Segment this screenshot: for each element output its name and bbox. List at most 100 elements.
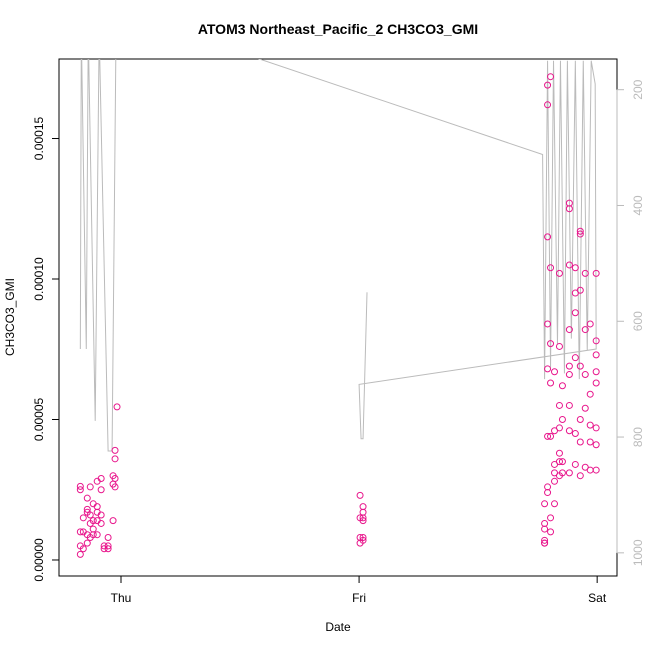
- point: [93, 531, 101, 539]
- y-tick-label: 0.00010: [32, 257, 46, 301]
- point: [565, 205, 573, 213]
- point: [547, 73, 555, 81]
- point: [547, 528, 555, 536]
- point: [544, 432, 552, 440]
- point: [359, 534, 367, 542]
- point: [89, 531, 97, 539]
- point: [83, 494, 91, 502]
- x-tick-label: Fri: [352, 591, 366, 605]
- point: [558, 382, 566, 390]
- point: [83, 505, 91, 513]
- point: [581, 326, 589, 334]
- point: [86, 483, 94, 491]
- point: [592, 337, 600, 345]
- point: [547, 379, 555, 387]
- point: [76, 482, 84, 490]
- point: [76, 528, 84, 536]
- chart-title: ATOM3 Northeast_Pacific_2 CH3CO3_GMI: [198, 21, 478, 37]
- point: [547, 340, 555, 348]
- point: [555, 424, 563, 432]
- point: [111, 446, 119, 454]
- point: [551, 368, 559, 376]
- point: [592, 424, 600, 432]
- point: [555, 449, 563, 457]
- point: [104, 545, 112, 553]
- point: [555, 269, 563, 277]
- point: [586, 421, 594, 429]
- point: [592, 466, 600, 474]
- point: [547, 264, 555, 272]
- point: [109, 517, 117, 525]
- point: [359, 536, 367, 544]
- point: [86, 511, 94, 519]
- point: [113, 403, 121, 411]
- point: [544, 489, 552, 497]
- point: [111, 475, 119, 483]
- point: [541, 500, 549, 508]
- y-tick-label: 0.00005: [32, 397, 46, 441]
- point: [104, 534, 112, 542]
- point: [544, 81, 552, 89]
- point: [558, 415, 566, 423]
- point: [576, 415, 584, 423]
- point: [555, 342, 563, 350]
- point: [555, 458, 563, 466]
- point: [592, 441, 600, 449]
- point: [592, 269, 600, 277]
- y2-tick-label: 400: [631, 195, 645, 215]
- point: [97, 475, 105, 483]
- point: [576, 472, 584, 480]
- point: [541, 525, 549, 533]
- y2-tick-label: 200: [631, 79, 645, 99]
- point: [551, 477, 559, 485]
- point: [592, 351, 600, 359]
- point: [565, 469, 573, 477]
- point: [544, 101, 552, 109]
- point: [586, 390, 594, 398]
- point: [97, 486, 105, 494]
- point: [97, 519, 105, 527]
- point: [83, 539, 91, 547]
- point: [541, 539, 549, 547]
- point: [79, 514, 87, 522]
- point: [547, 514, 555, 522]
- x-axis-label: Date: [325, 620, 351, 634]
- point: [359, 517, 367, 525]
- y-axis-label: CH3CO3_GMI: [3, 278, 17, 356]
- point: [592, 368, 600, 376]
- point: [359, 514, 367, 522]
- point: [576, 362, 584, 370]
- point: [565, 371, 573, 379]
- point: [356, 491, 364, 499]
- point: [565, 427, 573, 435]
- point: [76, 550, 84, 558]
- point: [586, 438, 594, 446]
- point: [551, 500, 559, 508]
- point: [97, 511, 105, 519]
- point: [79, 545, 87, 553]
- point: [576, 286, 584, 294]
- point: [592, 379, 600, 387]
- point: [571, 460, 579, 468]
- y-tick-label: 0.00000: [32, 538, 46, 582]
- point: [571, 430, 579, 438]
- y2-tick-label: 800: [631, 427, 645, 447]
- point: [571, 309, 579, 317]
- point: [565, 261, 573, 269]
- x-tick-label: Sat: [588, 591, 607, 605]
- point: [571, 264, 579, 272]
- x-tick-label: Thu: [111, 591, 132, 605]
- point: [581, 371, 589, 379]
- point: [89, 517, 97, 525]
- y2-tick-label: 600: [631, 311, 645, 331]
- point: [558, 458, 566, 466]
- point: [544, 320, 552, 328]
- point: [547, 432, 555, 440]
- point: [541, 536, 549, 544]
- point: [565, 401, 573, 409]
- point: [544, 365, 552, 373]
- point: [565, 326, 573, 334]
- y-tick-label: 0.00015: [32, 117, 46, 161]
